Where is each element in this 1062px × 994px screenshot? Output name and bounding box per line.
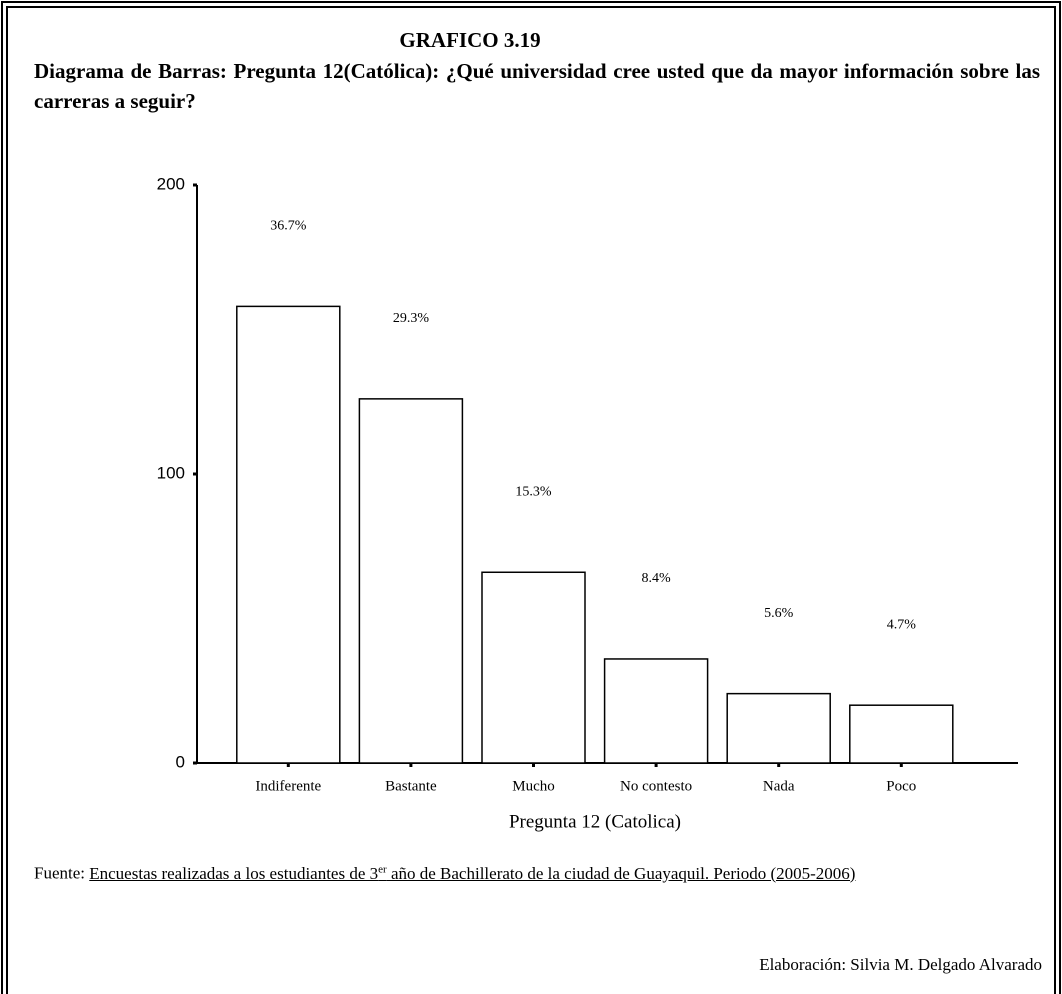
bar-annotation: 4.7% — [887, 617, 917, 632]
source-note: Fuente: Encuestas realizadas a los estud… — [34, 858, 1040, 885]
bar-annotation: 29.3% — [393, 311, 430, 326]
source-text-1: Encuestas realizadas a los estudiantes d… — [89, 863, 379, 883]
bar — [481, 571, 586, 764]
x-tick-label: Mucho — [512, 778, 555, 794]
source-text-2: año de Bachillerato de la ciudad de Guay… — [386, 863, 856, 883]
bar — [236, 305, 341, 764]
x-tick-label: Bastante — [385, 778, 437, 794]
source-text: Encuestas realizadas a los estudiantes d… — [89, 863, 856, 883]
bar-annotation: 8.4% — [642, 571, 672, 586]
bar-annotation: 5.6% — [764, 606, 794, 621]
bar — [603, 658, 709, 764]
bar — [358, 398, 464, 764]
credit: Elaboración: Silvia M. Delgado Alvarado — [759, 955, 1042, 974]
bar — [726, 692, 831, 764]
x-axis-label: Pregunta 12 (Catolica) — [509, 811, 681, 832]
chart-subtitle: Diagrama de Barras: Pregunta 12(Católica… — [34, 59, 1040, 113]
y-tick-label: 100 — [157, 463, 185, 482]
x-tick-label: Poco — [886, 778, 916, 794]
x-tick-label: Indiferente — [255, 778, 321, 794]
y-tick-label: 0 — [176, 752, 185, 771]
source-sup: er — [378, 863, 387, 875]
bar-annotation: 36.7% — [270, 219, 307, 234]
y-tick-label: 200 — [157, 174, 185, 193]
bar — [849, 704, 954, 764]
source-label: Fuente: — [34, 863, 85, 883]
chart-title: GRAFICO 3.19 — [399, 28, 541, 52]
x-tick-label: No contesto — [620, 778, 692, 794]
x-tick-label: Nada — [763, 778, 795, 794]
bar-annotation: 15.3% — [515, 484, 552, 499]
